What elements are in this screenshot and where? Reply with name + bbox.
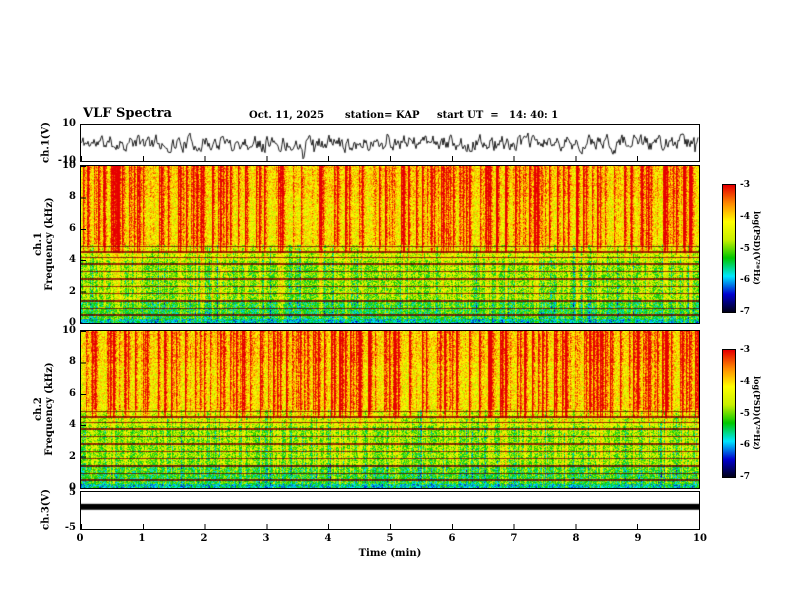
ch2-freq-ytick: 6 bbox=[69, 388, 76, 399]
ch1-spec-axis-frequency: Frequency (kHz) bbox=[44, 197, 55, 291]
ch2-spectrogram-canvas bbox=[81, 331, 699, 488]
ch1-colorbar-canvas bbox=[723, 185, 735, 312]
ch2-colorbar-title: log(PSD)(V²*Hz) bbox=[752, 376, 762, 450]
ch1-freq-ytick: 2 bbox=[69, 286, 76, 297]
x-axis-ticks bbox=[81, 156, 699, 161]
ch1-waveform-panel bbox=[80, 124, 700, 162]
x-axis-ticks bbox=[81, 524, 699, 529]
x-axis-title: Time (min) bbox=[358, 548, 422, 559]
ch1-spec-axis-channel: ch.1 bbox=[33, 232, 44, 256]
x-tick-label: 3 bbox=[262, 533, 270, 544]
ch1-freq-ytick: 0 bbox=[69, 317, 76, 328]
ch2-spec-axis-frequency: Frequency (kHz) bbox=[44, 362, 55, 456]
colorbar-tick-label: -7 bbox=[740, 472, 750, 482]
colorbar-tick-label: -6 bbox=[740, 275, 750, 285]
ch1-freq-ytick: 4 bbox=[69, 254, 76, 265]
ch2-spec-axis-channel: ch.2 bbox=[33, 397, 44, 421]
ch1-wave-ytick: 10 bbox=[62, 118, 76, 129]
ch2-spec-axis-label: ch.2 Frequency (kHz) bbox=[33, 354, 55, 464]
x-tick-label: 2 bbox=[200, 533, 208, 544]
ch1-spectrogram-canvas bbox=[81, 166, 699, 323]
ch1-freq-ytick: 8 bbox=[69, 191, 76, 202]
x-tick-label: 0 bbox=[76, 533, 84, 544]
ch1-wave-ytick: -10 bbox=[57, 155, 76, 166]
ch1-freq-ytick: 6 bbox=[69, 223, 76, 234]
ch1-spectrogram-panel bbox=[80, 165, 700, 324]
ch3-trace-canvas bbox=[81, 492, 699, 529]
ch3-ytick: -5 bbox=[64, 522, 76, 533]
ch1-colorbar bbox=[722, 184, 736, 313]
ch2-colorbar-canvas bbox=[723, 350, 735, 477]
freq-axis-ticks bbox=[81, 331, 86, 488]
ch2-freq-ytick: 0 bbox=[69, 482, 76, 493]
x-tick-label: 10 bbox=[693, 533, 707, 544]
x-tick-label: 9 bbox=[634, 533, 642, 544]
date-label: Oct. 11, 2025 bbox=[249, 110, 325, 121]
x-tick-label: 4 bbox=[324, 533, 332, 544]
x-tick-label: 5 bbox=[386, 533, 394, 544]
ch3-panel bbox=[80, 491, 700, 530]
ch3-ytick: 5 bbox=[69, 487, 76, 498]
colorbar-tick-label: -5 bbox=[740, 244, 750, 254]
ch1-spec-axis-label: ch.1 Frequency (kHz) bbox=[33, 189, 55, 299]
ch1-freq-ytick: 10 bbox=[62, 160, 76, 171]
ch1-colorbar-title: log(PSD)(V²*Hz) bbox=[752, 211, 762, 285]
freq-axis-ticks bbox=[81, 166, 86, 323]
ch2-freq-ytick: 4 bbox=[69, 419, 76, 430]
ch2-freq-ytick: 8 bbox=[69, 356, 76, 367]
x-tick-label: 6 bbox=[448, 533, 456, 544]
colorbar-tick-label: -4 bbox=[740, 377, 750, 387]
colorbar-tick-label: -5 bbox=[740, 409, 750, 419]
ch2-freq-ytick: 10 bbox=[62, 325, 76, 336]
ch1-waveform-canvas bbox=[81, 125, 699, 161]
colorbar-tick-label: -6 bbox=[740, 440, 750, 450]
ch2-freq-ytick: 2 bbox=[69, 451, 76, 462]
start-ut-label: start UT = 14: 40: 1 bbox=[437, 110, 559, 121]
x-tick-label: 8 bbox=[572, 533, 580, 544]
ch2-spectrogram-panel bbox=[80, 330, 700, 489]
ch2-colorbar bbox=[722, 349, 736, 478]
x-tick-label: 1 bbox=[138, 533, 146, 544]
station-label: station= KAP bbox=[345, 110, 420, 121]
figure-title: VLF Spectra bbox=[83, 106, 172, 121]
colorbar-tick-label: -3 bbox=[740, 345, 750, 355]
x-tick-label: 7 bbox=[510, 533, 518, 544]
colorbar-tick-label: -3 bbox=[740, 180, 750, 190]
colorbar-tick-label: -4 bbox=[740, 212, 750, 222]
colorbar-tick-label: -7 bbox=[740, 307, 750, 317]
